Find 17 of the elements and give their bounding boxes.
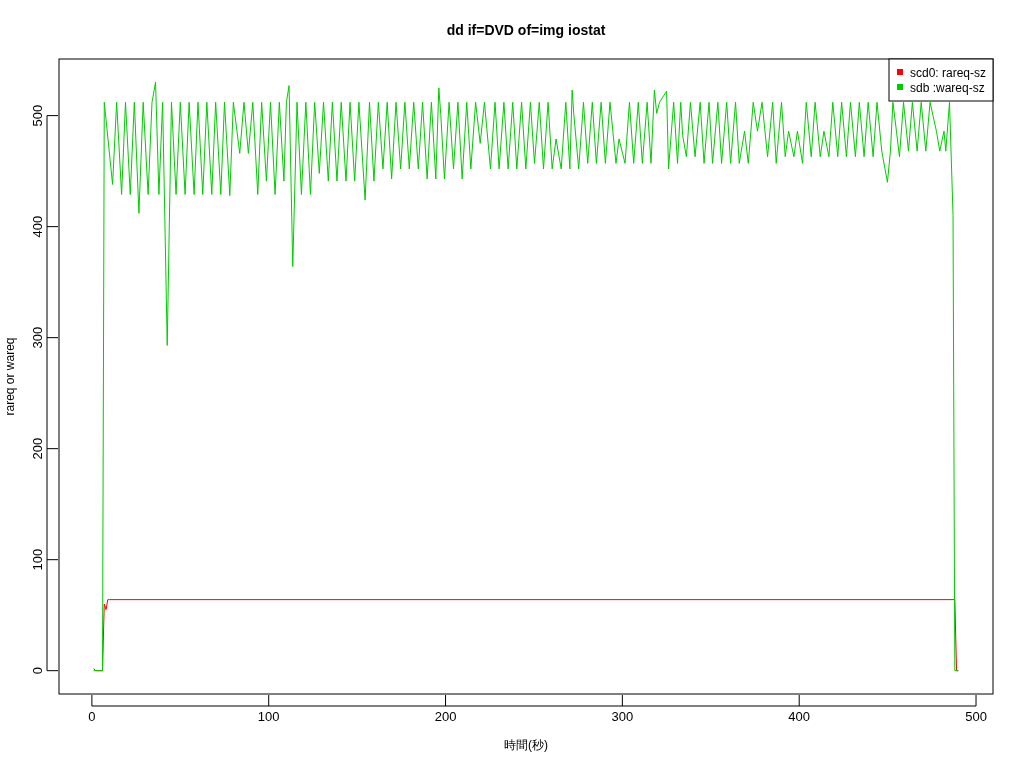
x-tick-label: 100 bbox=[257, 709, 280, 724]
x-tick-label: 0 bbox=[88, 709, 96, 724]
legend-label: sdb :wareq-sz bbox=[910, 81, 985, 95]
y-tick-label: 100 bbox=[30, 548, 45, 571]
y-tick-label: 400 bbox=[30, 215, 45, 238]
x-axis-title: 時間(秒) bbox=[504, 738, 548, 752]
y-axis-title: rareq or wareq bbox=[3, 337, 17, 416]
y-tick-label: 500 bbox=[30, 104, 45, 127]
y-tick-label: 200 bbox=[30, 437, 45, 460]
x-tick-label: 200 bbox=[434, 709, 457, 724]
y-tick-label: 300 bbox=[30, 326, 45, 349]
x-tick-label: 400 bbox=[788, 709, 811, 724]
chart-title: dd if=DVD of=img iostat bbox=[446, 22, 606, 38]
x-tick-label: 300 bbox=[611, 709, 634, 724]
legend-label: scd0: rareq-sz bbox=[910, 66, 987, 80]
x-tick-label: 500 bbox=[965, 709, 987, 724]
y-tick-label: 0 bbox=[30, 667, 45, 675]
